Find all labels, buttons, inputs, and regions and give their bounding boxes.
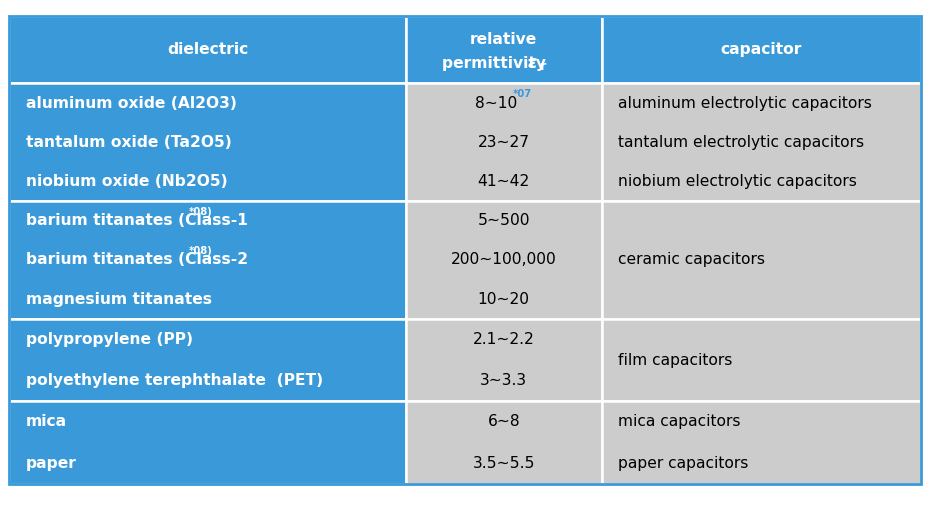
Text: permittivity: permittivity <box>442 56 551 71</box>
Text: 2.1∼2.2: 2.1∼2.2 <box>472 332 535 347</box>
Text: *08): *08) <box>189 246 212 256</box>
Bar <box>602 402 921 484</box>
Text: mica capacitors: mica capacitors <box>618 414 741 430</box>
Text: paper capacitors: paper capacitors <box>618 456 749 471</box>
Text: film capacitors: film capacitors <box>618 353 733 367</box>
Bar <box>602 201 921 319</box>
Bar <box>9 83 405 201</box>
Text: 3∼3.3: 3∼3.3 <box>480 373 527 388</box>
Text: ε: ε <box>528 54 538 72</box>
Text: polypropylene (PP): polypropylene (PP) <box>26 332 193 347</box>
Text: niobium electrolytic capacitors: niobium electrolytic capacitors <box>618 174 857 189</box>
Text: aluminum oxide (Al2O3): aluminum oxide (Al2O3) <box>26 95 237 111</box>
Text: r: r <box>540 60 547 73</box>
Text: polyethylene terephthalate  (PET): polyethylene terephthalate (PET) <box>26 373 324 388</box>
Bar <box>602 16 921 83</box>
Bar <box>9 319 405 401</box>
Text: barium titanates (Class-1: barium titanates (Class-1 <box>26 213 248 228</box>
Bar <box>405 319 602 401</box>
Bar <box>9 16 405 83</box>
Text: tantalum electrolytic capacitors: tantalum electrolytic capacitors <box>618 135 865 150</box>
Text: 8∼10: 8∼10 <box>475 95 517 111</box>
Text: aluminum electrolytic capacitors: aluminum electrolytic capacitors <box>618 95 872 111</box>
Text: 23∼27: 23∼27 <box>478 135 530 150</box>
Text: 10∼20: 10∼20 <box>478 291 530 307</box>
Text: barium titanates (Class-2: barium titanates (Class-2 <box>26 252 248 267</box>
Bar <box>9 201 405 319</box>
Text: paper: paper <box>26 456 77 471</box>
Text: 41∼42: 41∼42 <box>478 174 530 189</box>
Text: *07: *07 <box>513 89 532 99</box>
Text: niobium oxide (Nb2O5): niobium oxide (Nb2O5) <box>26 174 228 189</box>
Bar <box>405 16 602 83</box>
Text: 5∼500: 5∼500 <box>477 213 530 228</box>
Text: 200∼100,000: 200∼100,000 <box>451 252 557 267</box>
Bar <box>602 83 921 201</box>
Bar <box>9 402 405 484</box>
Bar <box>405 201 602 319</box>
Bar <box>405 83 602 201</box>
Text: capacitor: capacitor <box>721 42 802 57</box>
Text: dielectric: dielectric <box>166 42 248 57</box>
Text: tantalum oxide (Ta2O5): tantalum oxide (Ta2O5) <box>26 135 232 150</box>
Text: relative: relative <box>470 32 538 47</box>
Text: mica: mica <box>26 414 67 430</box>
Bar <box>405 402 602 484</box>
Text: magnesium titanates: magnesium titanates <box>26 291 212 307</box>
Text: *08): *08) <box>189 207 212 217</box>
Text: 3.5∼5.5: 3.5∼5.5 <box>472 456 535 471</box>
Text: ceramic capacitors: ceramic capacitors <box>618 252 765 267</box>
Text: 6∼8: 6∼8 <box>487 414 520 430</box>
Bar <box>9 16 921 484</box>
Bar <box>602 319 921 401</box>
